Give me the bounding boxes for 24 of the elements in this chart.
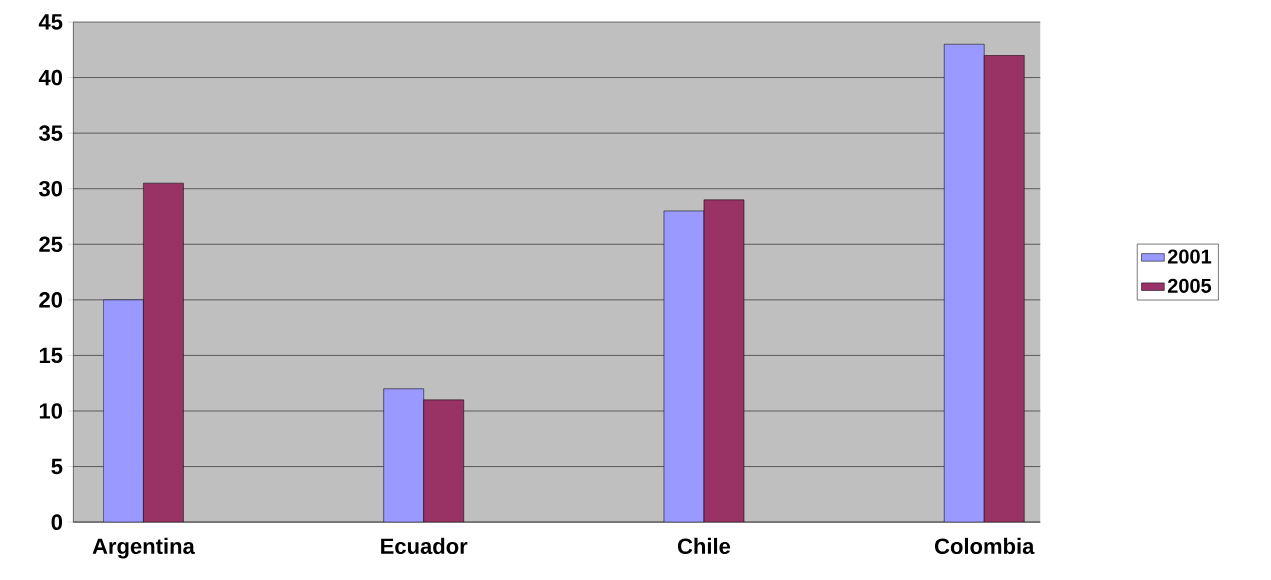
x-tick-label: Chile <box>677 537 731 554</box>
y-tick-label: 30 <box>38 180 63 197</box>
bar <box>423 399 464 523</box>
x-tick-label: Ecuador <box>381 537 468 554</box>
y-tick-label: 20 <box>39 291 63 308</box>
bar <box>143 182 184 523</box>
bar <box>103 299 144 523</box>
bar <box>663 210 705 523</box>
y-tick-label: 5 <box>51 458 63 475</box>
y-tick-label: 40 <box>38 69 63 86</box>
y-tick-label: 10 <box>39 403 63 419</box>
y-tick-label: 15 <box>39 347 63 364</box>
y-tick-label: 45 <box>38 14 63 30</box>
x-tick-label: Argentina <box>92 537 195 559</box>
legend-label: 2001 <box>1167 249 1212 264</box>
bar <box>703 199 745 523</box>
bar <box>943 43 985 523</box>
y-tick-label: 25 <box>39 236 63 252</box>
y-tick-label: 0 <box>51 514 63 530</box>
bar <box>983 55 1025 523</box>
bar <box>383 388 424 523</box>
x-tick-label: Colombia <box>935 537 1035 554</box>
y-tick-label: 35 <box>38 125 63 141</box>
legend-label: 2005 <box>1167 278 1212 293</box>
